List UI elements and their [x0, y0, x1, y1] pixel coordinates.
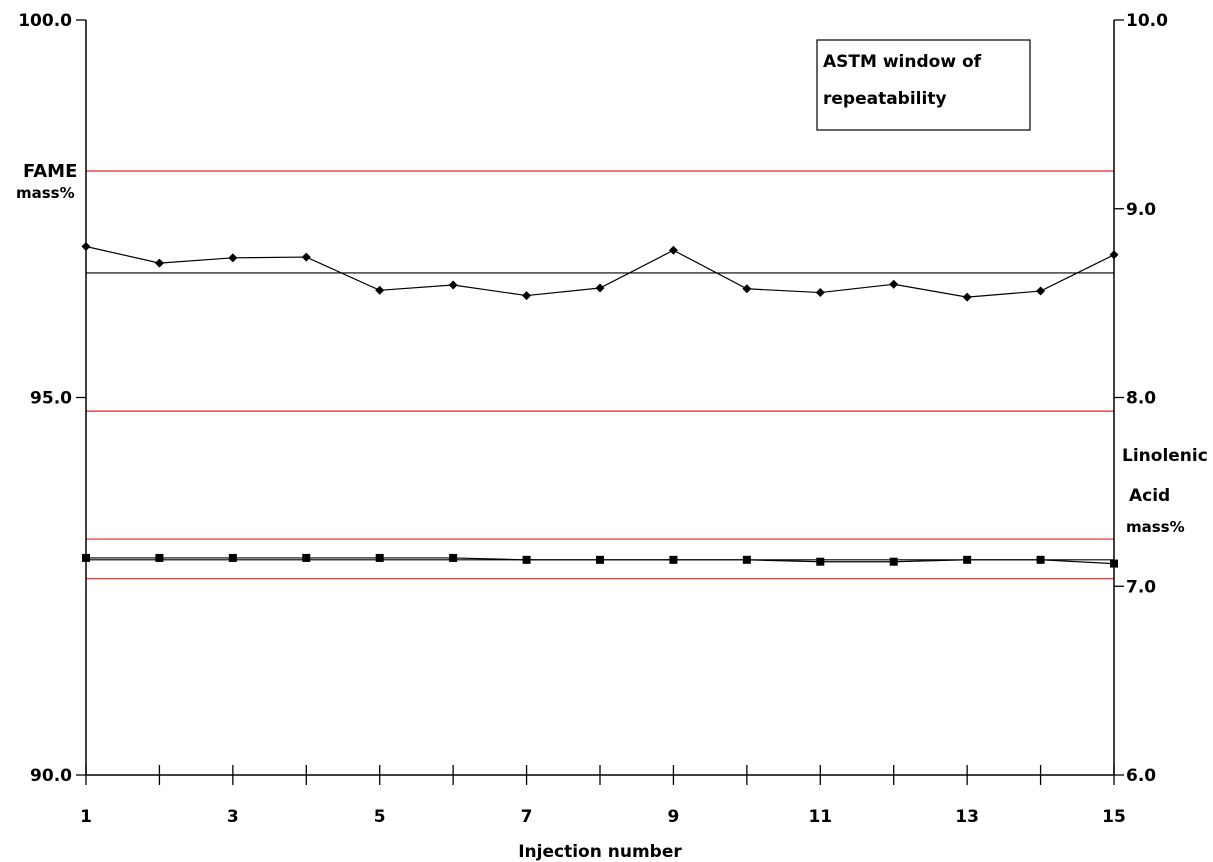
x-tick-label: 7 [521, 807, 533, 827]
left-y-tick-label: 100.0 [18, 11, 72, 31]
x-tick-label: 15 [1102, 807, 1126, 827]
data-point [154, 258, 164, 268]
data-point [448, 280, 458, 290]
right-y-tick-label: 7.0 [1126, 577, 1156, 597]
axes [85, 20, 1115, 776]
data-point [449, 553, 458, 562]
data-point [889, 557, 898, 566]
mean-lines [86, 272, 1114, 561]
series-lines [85, 245, 1115, 565]
data-point [962, 292, 972, 302]
data-point [302, 553, 311, 562]
data-point [889, 279, 899, 289]
data-point [301, 252, 311, 262]
data-point [816, 557, 825, 566]
data-point [1036, 286, 1046, 296]
data-point [228, 553, 237, 562]
right-y-tick-label: 9.0 [1126, 200, 1156, 220]
data-point [375, 285, 385, 295]
right-y-tick-label: 10.0 [1126, 11, 1168, 31]
data-point [81, 242, 91, 251]
data-point [228, 253, 238, 263]
x-tick-label: 1 [80, 807, 92, 827]
x-tick-label: 3 [227, 807, 239, 827]
right-y-tick-label: 8.0 [1126, 389, 1156, 409]
data-point [963, 555, 972, 564]
legend: ASTM window of repeatability [816, 39, 1031, 131]
data-point [668, 245, 678, 255]
left-y-tick-label: 95.0 [30, 389, 72, 409]
left-y-tick-label: 90.0 [30, 766, 72, 786]
data-point [82, 553, 90, 562]
data-point [522, 555, 531, 564]
x-tick-label: 9 [668, 807, 680, 827]
x-axis-title: Injection number [518, 842, 682, 862]
data-point [1036, 555, 1045, 564]
data-point [1110, 559, 1118, 568]
markers [81, 242, 1119, 568]
left-axis-title-line2: mass% [16, 184, 75, 202]
limit-lines [86, 170, 1114, 580]
data-point [815, 288, 825, 298]
data-point [1109, 250, 1119, 260]
right-y-tick-label: 6.0 [1126, 766, 1156, 786]
data-point [595, 283, 605, 293]
legend-box [816, 39, 1031, 131]
data-point [155, 553, 164, 562]
legend-text-line1: ASTM window of [823, 52, 982, 72]
data-point [669, 555, 678, 564]
right-axis-title-line2: Acid [1129, 486, 1170, 506]
data-point [522, 291, 532, 301]
data-point [742, 555, 751, 564]
right-axis-title-line3: mass% [1126, 518, 1185, 536]
x-tick-label: 5 [374, 807, 386, 827]
data-point [742, 284, 752, 294]
left-axis-title-line1: FAME [23, 161, 77, 182]
x-tick-label: 13 [955, 807, 979, 827]
right-axis-title-line1: Linolenic [1122, 446, 1208, 466]
data-point [375, 553, 384, 562]
data-point [596, 555, 604, 564]
legend-text-line2: repeatability [823, 89, 947, 109]
x-tick-label: 11 [808, 807, 832, 827]
